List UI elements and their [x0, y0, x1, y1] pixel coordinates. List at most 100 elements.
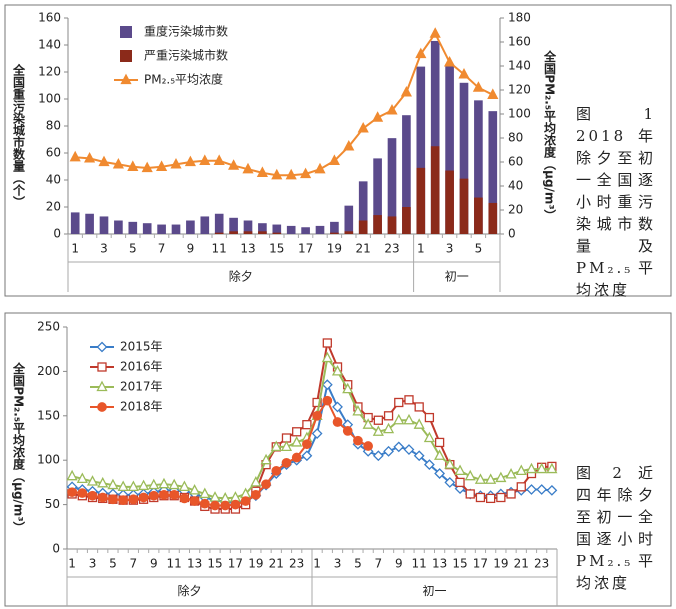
marker	[415, 47, 427, 59]
marker	[372, 450, 384, 462]
marker	[393, 413, 405, 425]
marker	[256, 166, 268, 177]
marker	[98, 155, 110, 167]
marker	[96, 341, 108, 353]
x-tick-label: 1	[417, 242, 425, 256]
marker	[271, 168, 283, 180]
marker	[475, 492, 486, 503]
bar	[114, 220, 123, 234]
marker	[546, 462, 558, 474]
bar	[157, 224, 166, 234]
marker	[373, 415, 384, 425]
x-tick-label: 21	[356, 242, 371, 256]
marker	[536, 462, 548, 474]
marker	[434, 468, 446, 479]
line	[72, 398, 369, 507]
marker	[108, 494, 118, 505]
x-tick-label: 23	[384, 242, 399, 256]
bar	[459, 178, 469, 234]
y-tick-label: 250	[37, 320, 60, 334]
bar	[387, 138, 397, 234]
x-tick-label: 17	[298, 242, 313, 256]
marker	[159, 489, 169, 500]
bar	[387, 216, 397, 234]
x-tick-label: 21	[514, 557, 529, 571]
marker	[357, 122, 369, 133]
x-tick-label: 1	[71, 242, 79, 256]
marker	[472, 81, 484, 92]
x-tick-label: 1	[68, 557, 76, 571]
y2-axis-title: 全国PM₂.₅平均浓度（μg/m³）	[543, 49, 557, 222]
marker	[199, 487, 211, 499]
marker	[67, 487, 77, 498]
group-label: 除夕	[177, 583, 201, 598]
bar	[258, 223, 267, 234]
marker	[302, 420, 312, 430]
y-tick-label: 100	[37, 453, 60, 467]
x-tick-label: 23	[534, 557, 549, 571]
y2-tick-label: 120	[508, 83, 531, 97]
y-tick-label: 150	[37, 408, 60, 422]
marker	[170, 158, 182, 169]
y-tick-label: 0	[53, 227, 61, 241]
marker	[403, 444, 415, 455]
group-label: 除夕	[229, 269, 253, 284]
x-tick-label: 7	[158, 242, 166, 256]
bar	[402, 115, 411, 234]
marker	[526, 484, 537, 495]
marker	[169, 489, 180, 500]
marker	[352, 404, 364, 416]
marker	[331, 365, 344, 376]
x-tick-label: 21	[269, 557, 284, 571]
marker	[271, 466, 282, 476]
x-tick-label: 17	[228, 557, 243, 571]
marker	[137, 479, 150, 491]
bar	[373, 158, 382, 234]
legend-label: 2018年	[120, 400, 163, 414]
marker	[260, 453, 272, 465]
marker	[383, 411, 394, 421]
bar	[200, 216, 210, 234]
marker	[228, 159, 240, 170]
marker	[394, 397, 404, 408]
marker	[230, 499, 241, 510]
y-tick-label: 60	[46, 146, 61, 160]
marker	[168, 478, 180, 490]
marker	[496, 492, 506, 503]
marker	[97, 362, 107, 372]
x-tick-label: 3	[100, 242, 108, 256]
marker	[97, 476, 109, 488]
marker	[281, 458, 292, 468]
legend-swatch	[120, 26, 132, 38]
x-tick-label: 11	[412, 557, 427, 571]
x-tick-label: 9	[187, 242, 195, 256]
marker	[487, 88, 499, 99]
marker	[291, 436, 303, 447]
marker	[220, 500, 231, 511]
marker	[342, 426, 353, 436]
marker	[112, 158, 124, 169]
x-tick-label: 3	[89, 557, 97, 571]
bar	[315, 225, 325, 234]
marker	[127, 160, 139, 171]
y2-tick-label: 80	[508, 131, 523, 145]
line	[75, 31, 494, 177]
marker	[120, 73, 132, 85]
marker	[311, 428, 323, 439]
marker	[86, 475, 99, 486]
marker	[242, 162, 254, 174]
marker	[312, 410, 322, 421]
marker	[178, 480, 190, 491]
marker	[353, 435, 363, 446]
marker	[332, 417, 343, 427]
marker	[516, 482, 526, 492]
marker	[210, 500, 220, 511]
bar	[272, 224, 282, 234]
marker	[403, 413, 415, 425]
bar	[99, 216, 109, 234]
bar	[430, 40, 440, 235]
marker	[261, 479, 271, 490]
marker	[444, 56, 456, 67]
bar	[301, 227, 310, 234]
